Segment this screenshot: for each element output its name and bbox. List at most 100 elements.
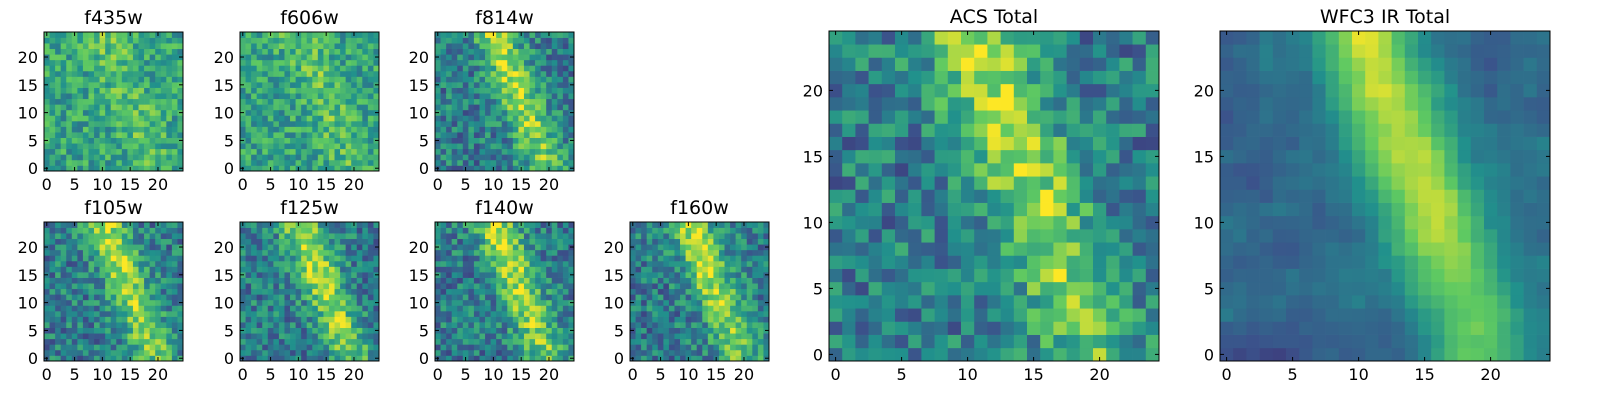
heatmap-cell	[507, 272, 514, 278]
heatmap-cell	[746, 333, 753, 340]
heatmap-cell	[166, 249, 173, 256]
heatmap-cell	[674, 227, 681, 234]
heatmap-cell	[94, 159, 100, 166]
heatmap-cell	[685, 327, 692, 334]
heatmap-cell	[646, 222, 653, 228]
heatmap-cell	[256, 294, 263, 301]
heatmap-cell	[317, 355, 324, 362]
heatmap-cell	[356, 355, 363, 362]
heatmap-cell	[144, 333, 150, 340]
heatmap-cell	[646, 294, 653, 301]
heatmap-cell	[551, 255, 558, 262]
heatmap-cell	[284, 115, 291, 122]
heatmap-cell	[485, 82, 491, 88]
heatmap-cell	[718, 338, 725, 345]
heatmap-cell	[273, 143, 280, 150]
heatmap-cell	[562, 37, 569, 44]
heatmap-cell	[105, 98, 112, 105]
heatmap-cell	[262, 233, 269, 240]
heatmap-cell	[273, 333, 280, 340]
heatmap-cell	[160, 120, 167, 127]
heatmap-cell	[713, 277, 720, 284]
heatmap-cell	[473, 93, 480, 100]
heatmap-cell	[468, 349, 475, 356]
heatmap-cell	[138, 32, 145, 38]
heatmap-cell	[94, 294, 100, 301]
heatmap-cell	[284, 272, 291, 278]
heatmap-cell	[630, 316, 636, 323]
heatmap-cell	[501, 316, 508, 323]
heatmap-cell	[105, 154, 112, 161]
heatmap-cell	[557, 154, 564, 161]
heatmap-cell	[523, 288, 530, 295]
heatmap-cell	[680, 355, 686, 362]
heatmap-cell	[668, 338, 675, 345]
heatmap-cell	[702, 277, 709, 284]
heatmap-cell	[551, 59, 558, 66]
heatmap-cell	[468, 159, 475, 166]
heatmap-cell	[974, 308, 988, 322]
y-tick-label: 20	[18, 48, 38, 67]
heatmap-cell	[251, 43, 258, 50]
heatmap-cell	[306, 165, 313, 172]
heatmap-cell	[262, 159, 269, 166]
heatmap-cell	[160, 316, 167, 323]
heatmap-cell	[105, 305, 112, 312]
heatmap-cell	[763, 255, 770, 262]
heatmap-cell	[557, 132, 564, 138]
heatmap-cell	[88, 82, 95, 88]
heatmap-cell	[55, 43, 62, 50]
heatmap-cell	[685, 249, 692, 256]
heatmap-cell	[116, 272, 123, 278]
heatmap-cell	[663, 272, 670, 278]
heatmap-cell	[340, 238, 346, 245]
heatmap-cell	[462, 277, 469, 284]
heatmap-cell	[312, 76, 319, 83]
heatmap-cell	[267, 333, 274, 340]
heatmap-cell	[501, 98, 508, 105]
heatmap-cell	[702, 288, 709, 295]
heatmap-cell	[144, 109, 150, 116]
heatmap-cell	[373, 305, 380, 312]
heatmap-cell	[273, 32, 280, 38]
heatmap-cell	[306, 238, 313, 245]
heatmap-cell	[763, 277, 770, 284]
heatmap-cell	[105, 104, 112, 111]
heatmap-cell	[132, 288, 139, 295]
heatmap-cell	[267, 327, 274, 334]
heatmap-cell	[245, 104, 252, 111]
heatmap-cell	[306, 277, 313, 284]
heatmap-cell	[735, 249, 742, 256]
heatmap-cell	[641, 327, 648, 334]
heatmap-cell	[562, 87, 569, 94]
heatmap-cell	[523, 165, 530, 172]
heatmap-cell	[1053, 242, 1067, 256]
heatmap-cell	[345, 159, 352, 166]
heatmap-cell	[71, 349, 78, 356]
heatmap-cell	[496, 87, 503, 94]
heatmap-cell	[507, 82, 514, 88]
heatmap-cell	[149, 165, 156, 172]
heatmap-cell	[356, 260, 363, 267]
heatmap-cell	[345, 244, 352, 251]
heatmap-cell	[149, 148, 156, 155]
heatmap-cell	[82, 37, 89, 44]
heatmap-cell	[518, 143, 525, 150]
heatmap-cell	[55, 82, 62, 88]
heatmap-cell	[735, 227, 742, 234]
heatmap-cell	[987, 163, 1001, 177]
heatmap-cell	[557, 305, 564, 312]
heatmap-cell	[362, 32, 369, 38]
heatmap-cell	[451, 310, 458, 317]
heatmap-cell	[44, 115, 50, 122]
heatmap-cell	[60, 305, 67, 312]
heatmap-cell	[501, 283, 508, 290]
heatmap-cell	[334, 260, 341, 267]
heatmap-cell	[94, 316, 100, 323]
heatmap-cell	[523, 82, 530, 88]
heatmap-cell	[256, 137, 263, 144]
heatmap-cell	[373, 59, 380, 66]
heatmap-cell	[501, 65, 508, 72]
heatmap-cell	[367, 120, 374, 127]
heatmap-cell	[485, 244, 491, 251]
